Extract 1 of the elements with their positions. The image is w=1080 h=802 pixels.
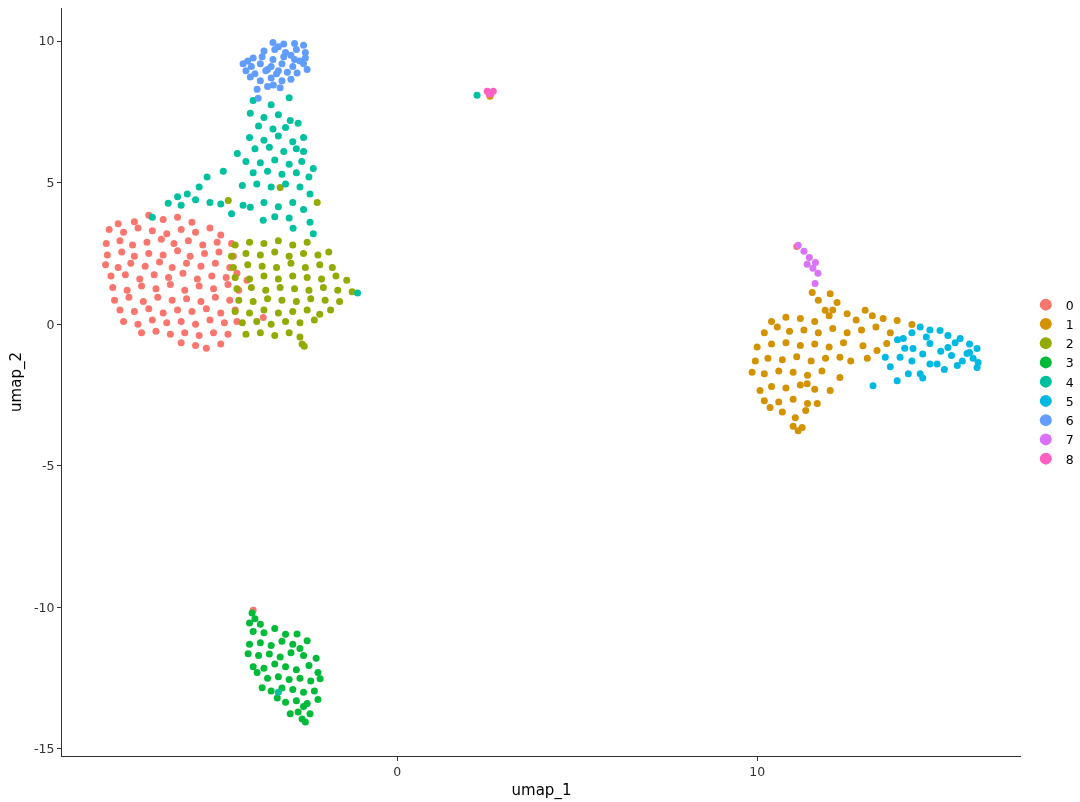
y-tick-label: 10 xyxy=(38,33,55,49)
